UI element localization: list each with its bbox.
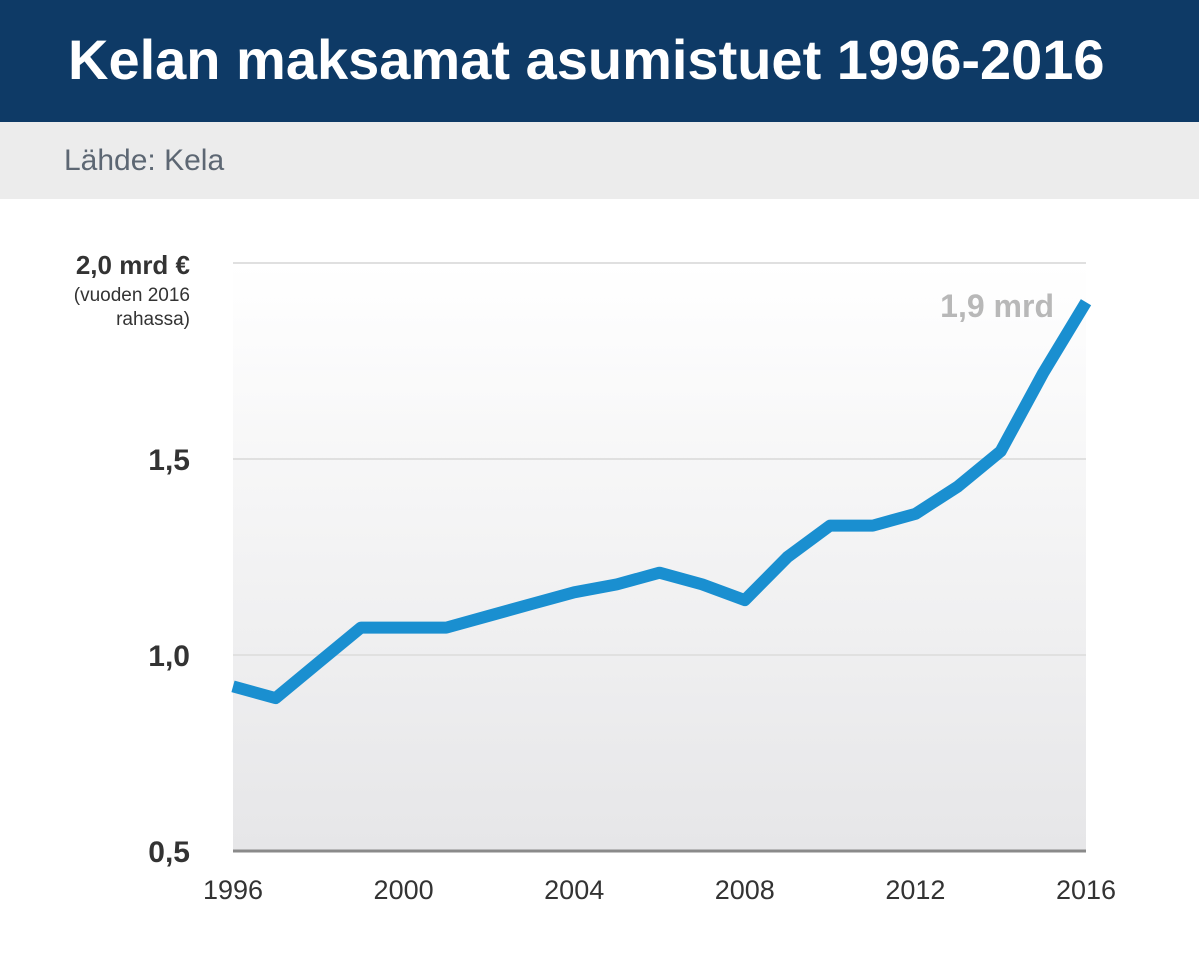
plot-area <box>233 263 1086 851</box>
y-tick-label: 0,5 <box>148 836 190 869</box>
page-title: Kelan maksamat asumistuet 1996-2016 <box>68 28 1105 91</box>
y-axis-unit-note: (vuoden 2016 <box>74 285 190 306</box>
x-tick-label: 2008 <box>715 875 775 905</box>
line-chart: 1,5 1,0 0,5 2,0 mrd € (vuoden 2016 rahassa) 1… <box>74 250 1116 905</box>
y-axis-unit-note: rahassa) <box>116 309 190 330</box>
source-label: Lähde: Kela <box>64 144 225 177</box>
y-tick-label: 1,5 <box>148 444 190 477</box>
x-tick-label: 1996 <box>203 875 263 905</box>
y-tick-label: 1,0 <box>148 640 190 673</box>
x-tick-label: 2000 <box>374 875 434 905</box>
y-axis-unit-label: 2,0 mrd € <box>76 250 190 280</box>
header-bar: Kelan maksamat asumistuet 1996-2016 <box>0 0 1199 122</box>
source-bar: Lähde: Kela <box>0 122 1199 199</box>
x-tick-label: 2004 <box>544 875 604 905</box>
x-tick-label: 2012 <box>885 875 945 905</box>
x-tick-label: 2016 <box>1056 875 1116 905</box>
end-value-annotation: 1,9 mrd <box>940 288 1054 324</box>
